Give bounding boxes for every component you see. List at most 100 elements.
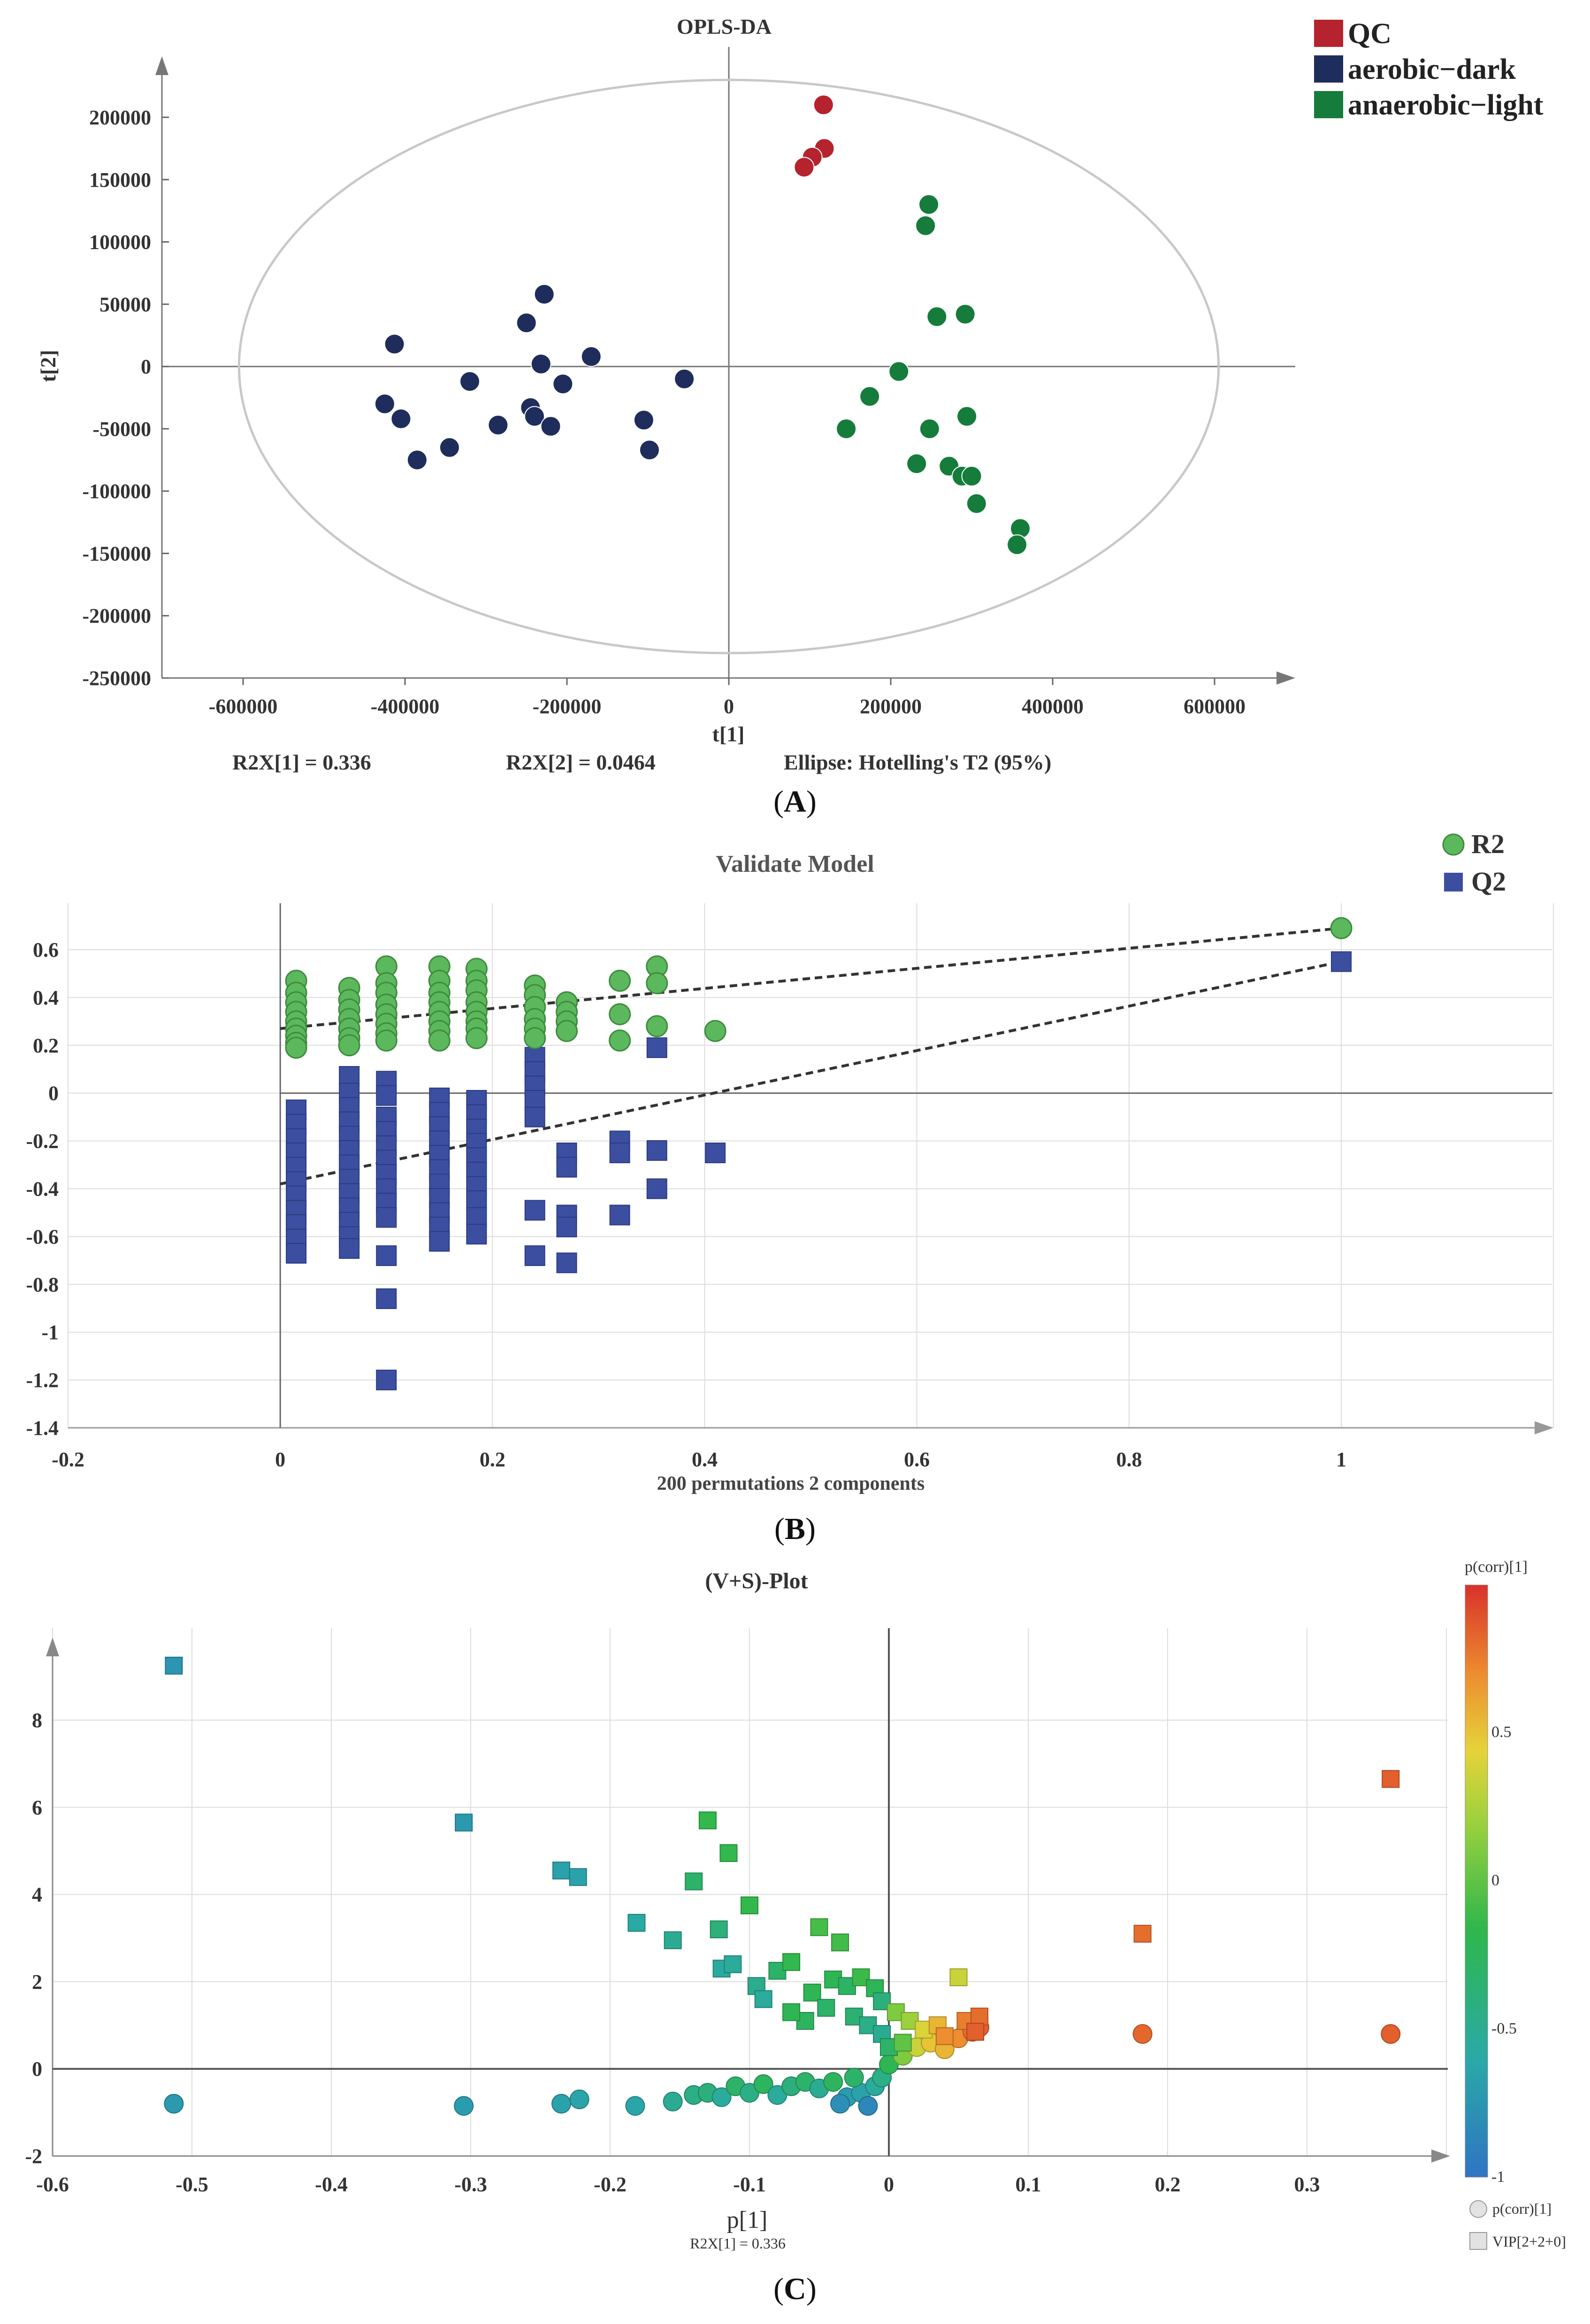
c-vip-point: [569, 1868, 587, 1886]
a-point-anaerobic-light: [859, 386, 880, 407]
c-pcorr-point: [663, 2091, 683, 2111]
a-point-aerobic-dark: [384, 334, 405, 355]
c-vip-point: [455, 1813, 473, 1832]
b-q2-point: [429, 1231, 450, 1252]
c-vip-point: [810, 1918, 828, 1936]
b-r2-point: [524, 1027, 546, 1050]
b-xtick-label: 0.6: [904, 1448, 930, 1471]
a-xtick-label: -200000: [533, 695, 602, 718]
c-vip-point: [719, 1844, 738, 1862]
a-ytick-label: 0: [141, 355, 151, 378]
legend-q2-marker: [1444, 873, 1463, 892]
legend-vip-label: VIP[2+2+0]: [1492, 2233, 1566, 2250]
a-ytick-label: -250000: [82, 667, 151, 690]
c-ytick-label: 2: [32, 1970, 42, 1993]
c-ytick-label: 4: [32, 1883, 42, 1906]
b-ytick-label: -1: [41, 1321, 59, 1344]
c-xtick-label: -0.3: [454, 2173, 487, 2196]
c-vip-point: [627, 1913, 646, 1932]
c-ytick-label: 0: [32, 2057, 42, 2080]
b-ytick-label: -0.4: [26, 1178, 59, 1201]
c-pcorr-point: [711, 2087, 732, 2107]
c-vip-point: [165, 1656, 183, 1675]
a-point-aerobic-dark: [488, 414, 509, 435]
colorbar-title: p(corr)[1]: [1465, 1558, 1528, 1576]
c-pcorr-point: [454, 2096, 474, 2116]
c-vip-point: [894, 2034, 912, 2052]
c-vip-point: [935, 2027, 954, 2045]
b-q2-point: [524, 1106, 545, 1128]
colorbar-tick-minus-1: -1: [1491, 2168, 1505, 2186]
b-ytick-label: 0.6: [33, 938, 59, 961]
panel-a: OPLS-DA 200000 150000 100000 50000 0 -50000 -1…: [36, 15, 1544, 819]
c-pcorr-point: [858, 2096, 878, 2116]
b-q2-point: [556, 1157, 577, 1178]
c-xtick-label: -0.5: [176, 2173, 208, 2196]
c-ytick-label: 8: [32, 1709, 42, 1732]
b-q2-point: [1331, 951, 1352, 972]
panel-a-ellipse: [237, 78, 1220, 655]
b-ytick-label: 0: [48, 1082, 59, 1105]
a-xtick-label: 200000: [860, 695, 922, 718]
a-point-anaerobic-light: [1007, 534, 1028, 555]
legend-aerobic-dark-label: aerobic−dark: [1348, 53, 1516, 85]
b-q2-point: [376, 1288, 397, 1309]
b-q2-point: [646, 1037, 667, 1058]
c-y-axis-arrow: [46, 1638, 59, 1656]
c-pcorr-point: [844, 2067, 864, 2088]
b-xtick-label: 1: [1336, 1448, 1346, 1471]
b-r2-point: [465, 1027, 488, 1050]
panel-c-xlabel: p[1]: [727, 2207, 768, 2233]
panel-a-xlabel: t[1]: [712, 722, 745, 746]
c-vip-point: [698, 1811, 717, 1829]
panel-c-points: [164, 1656, 1401, 2116]
a-x-axis-arrow: [1277, 671, 1295, 685]
c-pcorr-point: [1381, 2024, 1401, 2044]
legend-pcorr-marker: [1469, 2200, 1487, 2218]
a-point-aerobic-dark: [530, 353, 551, 374]
legend-anaerobic-light-swatch: [1314, 91, 1343, 118]
a-point-aerobic-dark: [633, 410, 654, 431]
b-r2-point: [285, 1036, 307, 1059]
b-q2-point: [609, 1143, 630, 1164]
colorbar-tick-0: 0: [1491, 1872, 1499, 1889]
b-ytick-label: 0.4: [33, 986, 59, 1009]
panel-a-legend: QC aerobic−dark anaerobic−light: [1314, 18, 1544, 121]
panel-b-letter: (B): [774, 1512, 816, 1546]
panel-a-stat-r2x1: R2X[1] = 0.336: [232, 750, 371, 774]
a-point-aerobic-dark: [540, 416, 561, 437]
b-q2-point: [524, 1200, 545, 1221]
a-y-axis-arrow: [155, 56, 168, 75]
panel-b-points: [285, 917, 1353, 1391]
a-point-aerobic-dark: [534, 284, 555, 305]
panel-c-letter: (C): [773, 2272, 817, 2306]
c-xtick-label: -0.4: [315, 2173, 348, 2196]
a-ytick-label: -150000: [82, 542, 151, 565]
a-point-anaerobic-light: [906, 453, 927, 474]
b-r2-point: [338, 1034, 360, 1057]
b-q2-point: [556, 1217, 577, 1238]
c-pcorr-point: [823, 2072, 843, 2092]
a-point-aerobic-dark: [516, 312, 537, 334]
a-xtick-label: -400000: [371, 695, 440, 718]
c-vip-point: [664, 1931, 682, 1950]
c-vip-point: [724, 1955, 742, 1973]
a-ytick-label: 200000: [89, 106, 151, 129]
b-regression-line-r2: [280, 927, 1342, 1030]
a-ytick-label: 50000: [99, 293, 151, 316]
c-vip-point: [971, 2007, 989, 2026]
panel-b-regression-lines: [280, 927, 1342, 1186]
a-point-anaerobic-light: [956, 406, 978, 427]
a-point-qc: [794, 157, 815, 178]
b-q2-point: [609, 1204, 630, 1226]
b-q2-point: [339, 1238, 360, 1259]
b-ytick-label: -0.2: [26, 1130, 59, 1153]
panel-c: (V+S)-Plot 8 6 4 2 0 -2 -0.6 -0.5 -0.4 -0.3 -0.2 -0…: [25, 1558, 1566, 2306]
a-point-aerobic-dark: [406, 450, 428, 471]
a-xtick-label: 400000: [1022, 695, 1084, 718]
b-ytick-label: -0.8: [26, 1273, 59, 1296]
a-point-anaerobic-light: [918, 194, 940, 215]
panel-b-title: Validate Model: [716, 851, 874, 877]
c-xtick-label: 0.2: [1155, 2173, 1181, 2196]
